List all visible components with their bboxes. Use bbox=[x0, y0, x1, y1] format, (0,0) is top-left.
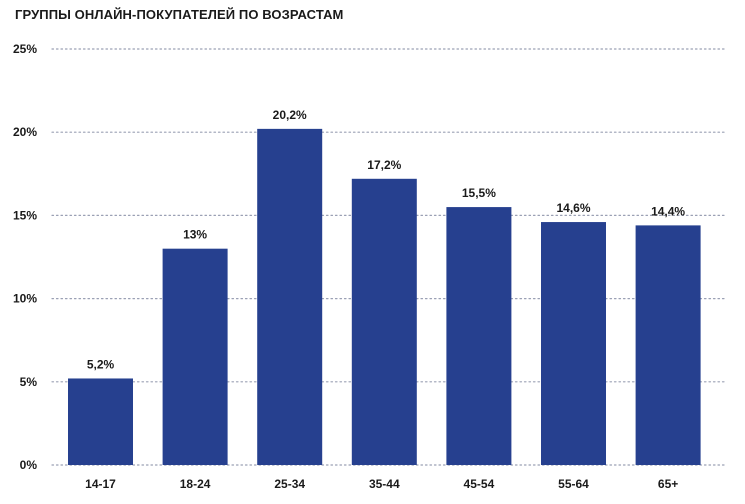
value-label-55-64: 14,6% bbox=[556, 201, 590, 215]
x-tick-label-18-24: 18-24 bbox=[180, 477, 211, 491]
y-tick-label-25: 25% bbox=[13, 42, 37, 56]
value-label-45-54: 15,5% bbox=[462, 186, 496, 200]
bar-65+ bbox=[635, 225, 701, 465]
y-tick-label-10: 10% bbox=[13, 292, 37, 306]
bar-45-54 bbox=[446, 207, 512, 465]
x-tick-label-35-44: 35-44 bbox=[369, 477, 400, 491]
x-axis-tick-labels: 14-17 18-24 25-34 35-44 45-54 55-64 65+ bbox=[85, 477, 678, 491]
bar-14-17 bbox=[68, 378, 133, 465]
bar-18-24 bbox=[162, 248, 228, 465]
value-labels: 5,2% 13% 20,2% 17,2% 15,5% 14,6% 14,4% bbox=[87, 108, 686, 372]
x-tick-label-45-54: 45-54 bbox=[464, 477, 495, 491]
value-label-14-17: 5,2% bbox=[87, 357, 115, 371]
x-tick-label-65+: 65+ bbox=[658, 477, 678, 491]
bars bbox=[68, 128, 701, 466]
x-tick-label-55-64: 55-64 bbox=[558, 477, 589, 491]
value-label-25-34: 20,2% bbox=[273, 108, 307, 122]
y-tick-label-20: 20% bbox=[13, 125, 37, 139]
x-tick-label-25-34: 25-34 bbox=[274, 477, 305, 491]
y-tick-label-5: 5% bbox=[20, 375, 38, 389]
y-axis-tick-labels: 0% 5% 10% 15% 20% 25% bbox=[13, 42, 37, 472]
chart-title: ГРУППЫ ОНЛАЙН-ПОКУПАТЕЛЕЙ ПО ВОЗРАСТАМ bbox=[15, 7, 344, 22]
value-label-35-44: 17,2% bbox=[367, 158, 401, 172]
bar-35-44 bbox=[351, 178, 417, 466]
value-label-65+: 14,4% bbox=[651, 204, 685, 218]
bar-25-34 bbox=[257, 128, 323, 465]
x-tick-label-14-17: 14-17 bbox=[85, 477, 116, 491]
value-label-18-24: 13% bbox=[183, 228, 207, 242]
bar-55-64 bbox=[541, 222, 606, 465]
y-tick-label-0: 0% bbox=[20, 458, 38, 472]
y-tick-label-15: 15% bbox=[13, 208, 37, 222]
